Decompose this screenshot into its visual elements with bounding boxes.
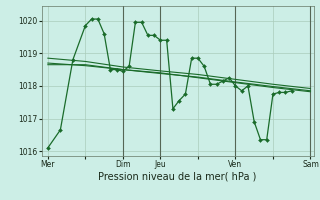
X-axis label: Pression niveau de la mer( hPa ): Pression niveau de la mer( hPa ) xyxy=(99,172,257,182)
